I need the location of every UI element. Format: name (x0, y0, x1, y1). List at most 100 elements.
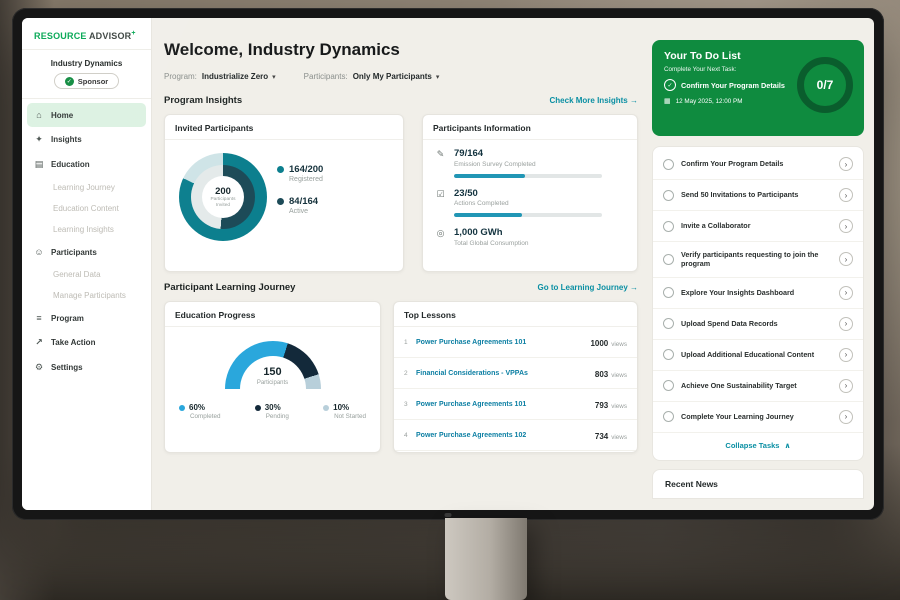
legend-dot (179, 404, 185, 411)
task-row[interactable]: Invite a Collaborator › (653, 211, 863, 242)
chevron-right-icon[interactable]: › (839, 252, 853, 267)
chevron-right-icon[interactable]: › (839, 157, 853, 171)
todo-column: Your To Do List Complete Your Next Task:… (652, 40, 864, 499)
task-checkbox[interactable] (663, 287, 674, 299)
task-checkbox[interactable] (663, 349, 674, 361)
sidebar-item-label: Program (51, 313, 84, 323)
lesson-views: 803 views (595, 364, 627, 382)
lesson-row: 1 Power Purchase Agreements 101 1000 view… (394, 327, 637, 358)
info-value: 1,000 GWh (454, 227, 503, 238)
task-row[interactable]: Complete Your Learning Journey › (653, 402, 863, 433)
sidebar-item-label: Home (51, 110, 74, 120)
program-icon: ≡ (36, 313, 42, 323)
sidebar-item[interactable]: General Data (22, 264, 151, 285)
task-row[interactable]: Upload Additional Educational Content › (653, 340, 863, 371)
go-to-learning-journey-link[interactable]: Go to Learning Journey → (538, 283, 638, 292)
participants-information-card: Participants Information ✎ 79/164 Emissi… (422, 114, 638, 272)
todo-progress-ring: 0/7 (797, 57, 853, 113)
task-row[interactable]: Send 50 Invitations to Participants › (653, 180, 863, 211)
chevron-right-icon[interactable]: › (839, 285, 853, 300)
donut-center: 200 Participants Invited (202, 176, 244, 218)
info-label: Emission Survey Completed (454, 160, 536, 168)
check-more-insights-link[interactable]: Check More Insights → (550, 96, 638, 105)
sidebar-item[interactable]: ▤ Education (22, 152, 151, 177)
progress-bar (454, 213, 602, 217)
legend-item: 30% Pending (254, 403, 289, 420)
chevron-right-icon[interactable]: › (839, 316, 853, 331)
legend-value: 164/200 (289, 164, 324, 175)
todo-task-list: Confirm Your Program Details › Send 50 I… (652, 146, 864, 461)
task-checkbox[interactable] (663, 158, 674, 170)
sidebar-divider (22, 98, 151, 99)
sidebar-item[interactable]: ≡ Program (22, 306, 151, 330)
task-checkbox[interactable] (663, 220, 674, 232)
lesson-views-unit: views (611, 434, 627, 441)
lesson-title-link[interactable]: Power Purchase Agreements 101 (416, 338, 527, 346)
task-row[interactable]: Upload Spend Data Records › (653, 309, 863, 340)
legend-dot (277, 198, 284, 205)
chevron-right-icon[interactable]: › (839, 347, 853, 362)
sidebar-item[interactable]: ⚙ Settings (22, 355, 151, 380)
task-label: Invite a Collaborator (681, 221, 751, 231)
sidebar-item-label: Learning Insights (53, 225, 114, 234)
info-value: 23/50 (454, 187, 478, 199)
legend-item: 164/200 Registered (277, 164, 323, 183)
task-row[interactable]: Achieve One Sustainability Target › (653, 371, 863, 402)
sidebar-item[interactable]: Education Content (22, 198, 151, 219)
collapse-tasks-link[interactable]: Collapse Tasks ∧ (653, 433, 863, 458)
lesson-views: 1000 views (590, 333, 627, 351)
webcam-icon (444, 513, 452, 517)
legend-item: 60% Completed (179, 403, 220, 420)
sidebar-item-label: Participants (51, 247, 97, 257)
chevron-right-icon[interactable]: › (839, 409, 853, 424)
lesson-views-unit: views (611, 341, 627, 348)
lesson-title-link[interactable]: Power Purchase Agreements 102 (416, 431, 527, 439)
sidebar-item-label: Education (51, 160, 90, 169)
sidebar-item[interactable]: ↗ Take Action (22, 330, 151, 355)
filter-dropdown[interactable]: Program: Industrialize Zero ▾ (164, 72, 276, 81)
lesson-title-link[interactable]: Power Purchase Agreements 101 (416, 400, 527, 408)
lesson-title-link[interactable]: Financial Considerations - VPPAs (416, 369, 528, 377)
task-checkbox[interactable] (663, 253, 674, 265)
recent-news-header[interactable]: Recent News (652, 468, 864, 499)
filter-label: Program: (164, 72, 197, 81)
sponsor-badge[interactable]: ✓ Sponsor (53, 73, 120, 89)
lesson-rank: 4 (404, 431, 408, 439)
chevron-right-icon[interactable]: › (839, 378, 853, 393)
sidebar-item[interactable]: ☺ Participants (22, 240, 151, 264)
sidebar: RESOURCE ADVISOR+ Industry Dynamics ✓ Sp… (22, 18, 152, 510)
chevron-right-icon[interactable]: › (839, 219, 853, 233)
task-label: Complete Your Learning Journey (681, 412, 794, 422)
task-checkbox[interactable] (663, 380, 674, 392)
go-to-learning-journey-label: Go to Learning Journey (537, 283, 628, 292)
sidebar-item[interactable]: Learning Insights (22, 219, 151, 240)
filter-dropdown[interactable]: Participants: Only My Participants ▾ (304, 72, 440, 81)
task-row[interactable]: Verify participants requesting to join t… (653, 242, 863, 278)
donut-center-value: 200 (215, 185, 231, 197)
dashboard-screen: RESOURCE ADVISOR+ Industry Dynamics ✓ Sp… (22, 18, 874, 510)
task-row[interactable]: Explore Your Insights Dashboard › (653, 278, 863, 309)
todo-subtitle: Complete Your Next Task: (664, 66, 737, 73)
info-row: ☑ 23/50 Actions Completed (423, 180, 637, 220)
legend-value: 84/164 (289, 196, 319, 207)
task-checkbox[interactable] (663, 411, 674, 423)
page-title: Welcome, Industry Dynamics (164, 40, 400, 59)
lesson-row: 2 Financial Considerations - VPPAs 803 vi… (394, 358, 637, 389)
todo-summary-card: Your To Do List Complete Your Next Task:… (652, 40, 864, 136)
sidebar-item[interactable]: Learning Journey (22, 177, 151, 198)
sidebar-item[interactable]: Manage Participants (22, 285, 151, 306)
arrow-right-icon: → (630, 283, 638, 292)
sidebar-item[interactable]: ⌂ Home (27, 103, 146, 127)
lesson-views: 793 views (595, 395, 627, 413)
chevron-right-icon[interactable]: › (839, 188, 853, 202)
lesson-views: 734 views (595, 426, 627, 444)
sidebar-item-label: Insights (51, 135, 82, 144)
invited-donut: 200 Participants Invited (179, 153, 267, 241)
lesson-views-unit: views (611, 372, 627, 379)
task-row[interactable]: Confirm Your Program Details › (653, 149, 863, 180)
sidebar-item[interactable]: ✦ Insights (22, 127, 151, 152)
todo-next-task[interactable]: ✓ Confirm Your Program Details (664, 79, 852, 91)
task-checkbox[interactable] (663, 318, 674, 330)
sidebar-item-label: Education Content (53, 204, 119, 213)
task-checkbox[interactable] (663, 189, 674, 201)
